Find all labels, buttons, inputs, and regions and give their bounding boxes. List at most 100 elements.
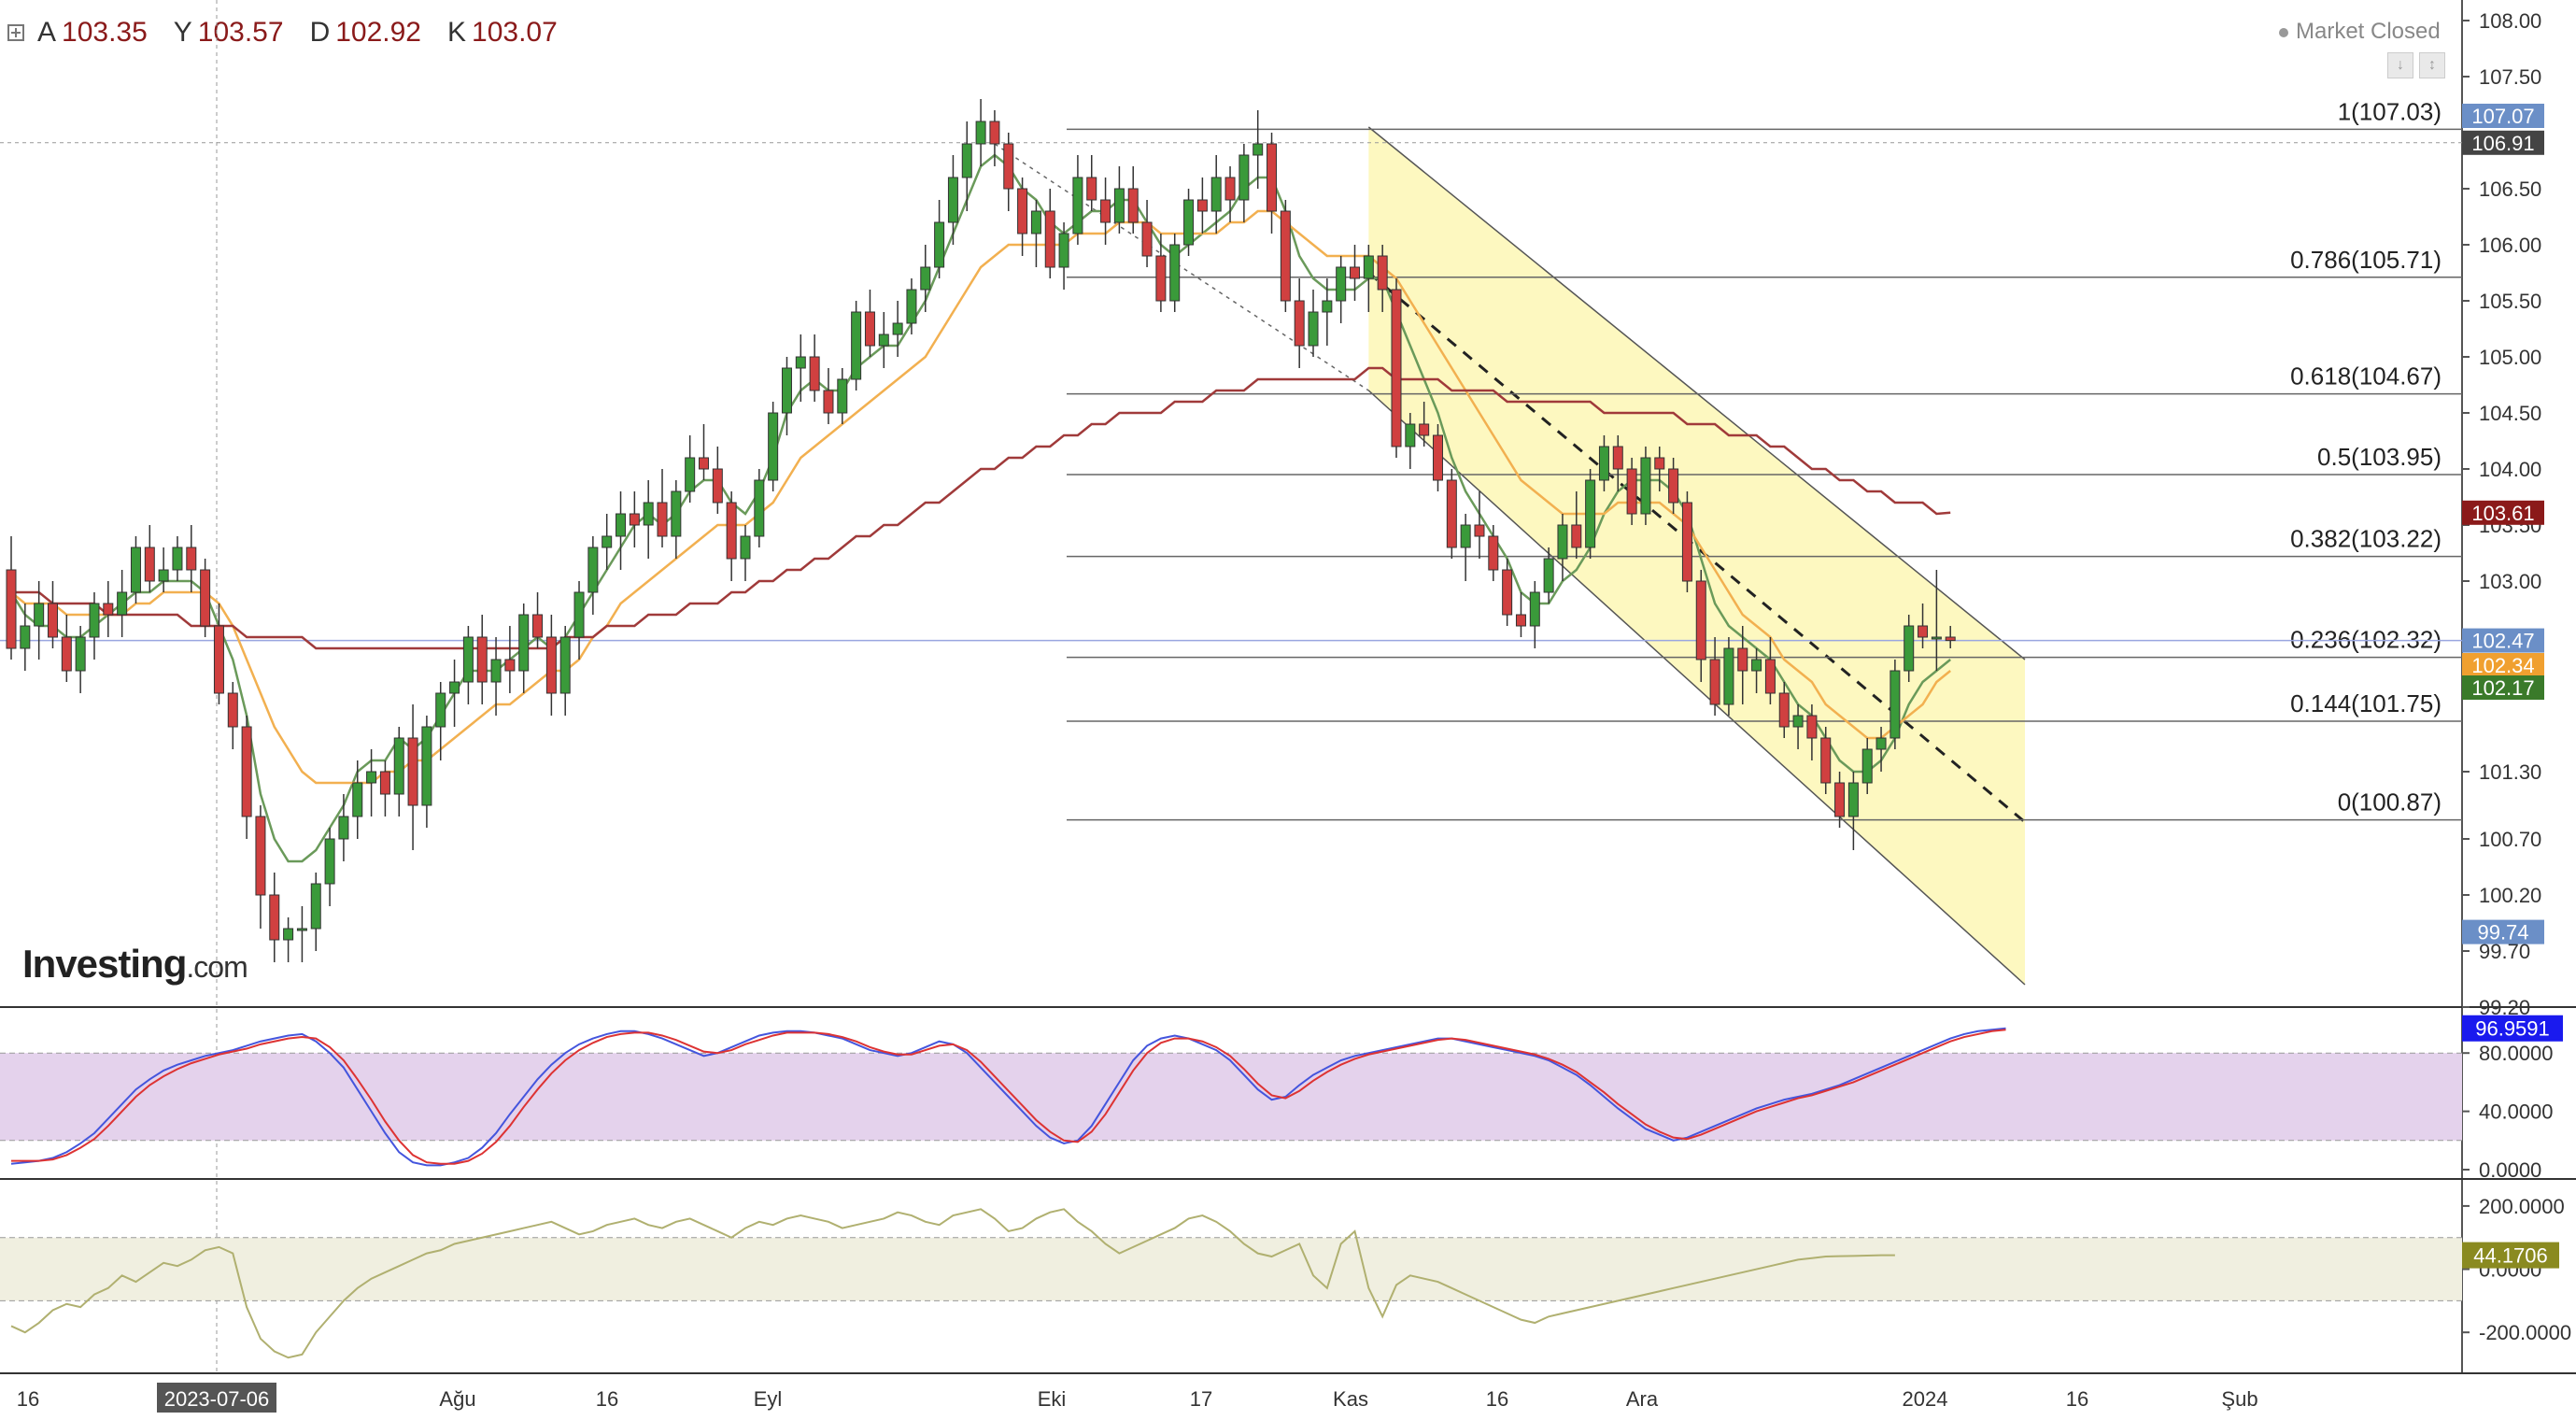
candle-body — [892, 322, 903, 335]
candle-body — [227, 692, 238, 728]
candle-body — [1280, 210, 1291, 302]
candle-body — [768, 412, 779, 481]
expand-icon[interactable] — [7, 24, 24, 41]
x-tick-label: 17 — [1190, 1387, 1212, 1411]
candle-body — [379, 771, 390, 795]
date-highlight-box — [157, 1383, 276, 1413]
candle-body — [851, 311, 862, 380]
candle-body — [421, 726, 432, 806]
low-key: D — [309, 17, 331, 48]
candle-body — [1502, 569, 1513, 616]
candle-body — [1695, 580, 1706, 660]
candle-body — [1196, 199, 1208, 212]
candle-body — [20, 625, 31, 649]
candle-body — [1405, 423, 1416, 447]
candle-body — [961, 143, 972, 178]
candle-body — [1529, 591, 1540, 627]
close-key: K — [447, 17, 467, 48]
candle-body — [296, 928, 307, 931]
x-tick-label: Eki — [1038, 1387, 1067, 1411]
candle-body — [975, 121, 986, 145]
candle-body — [393, 737, 404, 795]
candle-body — [310, 883, 321, 930]
x-tick-label: Eyl — [754, 1387, 783, 1411]
candle-body — [1515, 614, 1526, 627]
candle-body — [1363, 255, 1374, 279]
candle-body — [186, 547, 197, 571]
candle-body — [158, 569, 169, 582]
candle-body — [75, 636, 86, 672]
candle-body — [809, 356, 820, 391]
candle-body — [989, 121, 1000, 145]
candle-body — [1834, 782, 1846, 817]
x-tick-label: Kas — [1333, 1387, 1368, 1411]
candle-body — [1875, 737, 1887, 750]
y-tick-label: 106.50 — [2479, 178, 2541, 201]
candle-body — [200, 569, 211, 627]
price-label-box — [2462, 919, 2544, 944]
stoch-y-tick-label: 40.0000 — [2479, 1100, 2554, 1124]
price-label-text: 99.74 — [2477, 921, 2528, 944]
candle-body — [172, 547, 183, 571]
arrow-down-icon[interactable]: ↓ — [2387, 52, 2413, 78]
candle-body — [1861, 748, 1873, 784]
candle-body — [1904, 625, 1915, 672]
candle-body — [130, 547, 141, 593]
candle-body — [518, 614, 530, 672]
stoch-line — [10, 1027, 2006, 1167]
candle-body — [1294, 300, 1305, 347]
candle-body — [366, 771, 377, 784]
candle-body — [103, 603, 114, 616]
candle-body — [1585, 479, 1596, 548]
candle-body — [1612, 446, 1623, 470]
candle-body — [1017, 188, 1028, 234]
fib-label: 1(107.03) — [2338, 97, 2442, 125]
candle-body — [1113, 188, 1125, 223]
candle-body — [1169, 244, 1181, 302]
candle-body — [269, 894, 280, 941]
candle-body — [1127, 188, 1139, 223]
status-dot-icon — [2279, 27, 2288, 37]
cci-line — [10, 1208, 1895, 1359]
candle-body — [1820, 737, 1832, 784]
candle-body — [1030, 210, 1041, 234]
candle-body — [1626, 468, 1637, 515]
trend-dotted-line — [994, 143, 1369, 391]
high-value: 103.57 — [197, 17, 284, 48]
candle-body — [1918, 625, 1929, 638]
candle-body — [712, 468, 723, 504]
candle-body — [685, 457, 696, 492]
scroll-buttons: ↓ ↕ — [2387, 52, 2445, 78]
investing-logo: Investing.com — [22, 942, 248, 987]
stoch-line — [11, 1029, 2006, 1165]
candle-body — [1238, 154, 1250, 201]
candle-body — [324, 838, 335, 885]
x-tick-label: 16 — [2066, 1387, 2088, 1411]
candle-body — [1474, 524, 1485, 537]
candle-body — [947, 177, 958, 223]
candle-body — [1155, 255, 1167, 302]
arrow-up-icon[interactable]: ↕ — [2419, 52, 2445, 78]
y-tick-label: 101.30 — [2479, 760, 2541, 784]
candle-body — [934, 221, 945, 268]
cci-value-box — [2462, 1242, 2559, 1269]
candle-body — [532, 614, 544, 638]
y-tick-label: 100.70 — [2479, 828, 2541, 851]
fib-label: 0.618(104.67) — [2290, 362, 2442, 390]
stoch-value-label: 96.9591 — [2475, 1017, 2550, 1041]
candle-body — [1267, 143, 1278, 212]
fib-label: 0.5(103.95) — [2317, 443, 2442, 471]
price-label-box — [2462, 628, 2544, 653]
y-tick-label: 103.00 — [2479, 570, 2541, 593]
candle-body — [1737, 647, 1748, 672]
candle-body — [1141, 221, 1153, 257]
candle-body — [864, 311, 875, 347]
candle-body — [545, 636, 557, 694]
x-tick-label: 2023-07-06 — [164, 1387, 270, 1411]
candle-body — [1723, 647, 1734, 705]
candle-body — [1210, 177, 1222, 212]
candle-body — [1488, 535, 1499, 571]
cci-band — [0, 1237, 2462, 1301]
ema-line — [11, 366, 1951, 650]
